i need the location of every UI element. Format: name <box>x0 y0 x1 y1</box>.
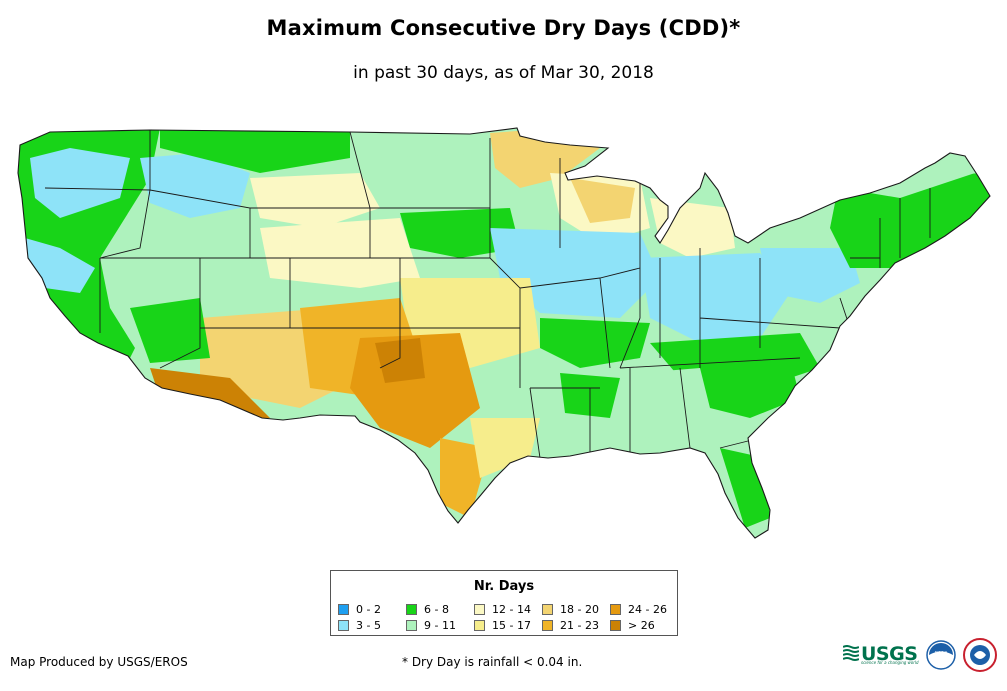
legend-grid: 0 - 2 3 - 5 6 - 8 9 - 11 12 - 14 15 - 17 18 - … <box>338 601 672 633</box>
legend-label: 12 - 14 <box>492 602 531 616</box>
legend-swatch <box>474 603 485 615</box>
usgs-wave-icon <box>843 645 859 661</box>
legend-label: 9 - 11 <box>424 618 456 632</box>
footnote-text: * Dry Day is rainfall < 0.04 in. <box>402 655 583 669</box>
state-borders <box>44 130 931 459</box>
legend-swatch <box>338 603 349 615</box>
usgs-tagline: science for a changing world <box>861 660 919 665</box>
legend-item: 9 - 11 <box>406 617 474 633</box>
noaa-logo-text: noaa <box>935 650 947 656</box>
legend-swatch <box>474 619 485 631</box>
legend-swatch <box>542 619 553 631</box>
legend-item: 24 - 26 <box>610 601 672 617</box>
legend-swatch <box>338 619 349 631</box>
legend-label: 6 - 8 <box>424 602 449 616</box>
legend-swatch <box>610 619 621 631</box>
usgs-logo-text: USGS <box>861 643 918 665</box>
legend-title: Nr. Days <box>473 579 535 594</box>
legend-label: 0 - 2 <box>356 602 381 616</box>
legend-item: 6 - 8 <box>406 601 474 617</box>
map-title: Maximum Consecutive Dry Days (CDD)* <box>266 16 741 40</box>
legend-item: 21 - 23 <box>542 617 610 633</box>
legend-item: 12 - 14 <box>474 601 542 617</box>
legend-label: 24 - 26 <box>628 602 667 616</box>
us-outline <box>17 127 991 539</box>
legend-label: 3 - 5 <box>356 618 381 632</box>
legend-label: 18 - 20 <box>560 602 599 616</box>
noaa-logo-icon: noaa <box>926 640 956 670</box>
legend-swatch <box>542 603 553 615</box>
map-subtitle: in past 30 days, as of Mar 30, 2018 <box>353 63 654 83</box>
legend-swatch <box>406 619 417 631</box>
legend-item: 15 - 17 <box>474 617 542 633</box>
legend: Nr. Days 0 - 2 3 - 5 6 - 8 9 - 11 12 - 14 15 … <box>330 570 678 636</box>
legend-item: > 26 <box>610 617 672 633</box>
legend-swatch <box>610 603 621 615</box>
usgs-logo: USGS science for a changing world <box>843 640 921 668</box>
legend-label: > 26 <box>628 618 655 632</box>
legend-item: 18 - 20 <box>542 601 610 617</box>
legend-label: 15 - 17 <box>492 618 531 632</box>
legend-label: 21 - 23 <box>560 618 599 632</box>
us-cdd-map <box>17 127 991 539</box>
credit-text: Map Produced by USGS/EROS <box>10 655 188 669</box>
legend-item: 0 - 2 <box>338 601 406 617</box>
legend-swatch <box>406 603 417 615</box>
legend-item: 3 - 5 <box>338 617 406 633</box>
nws-logo-icon <box>963 638 997 672</box>
